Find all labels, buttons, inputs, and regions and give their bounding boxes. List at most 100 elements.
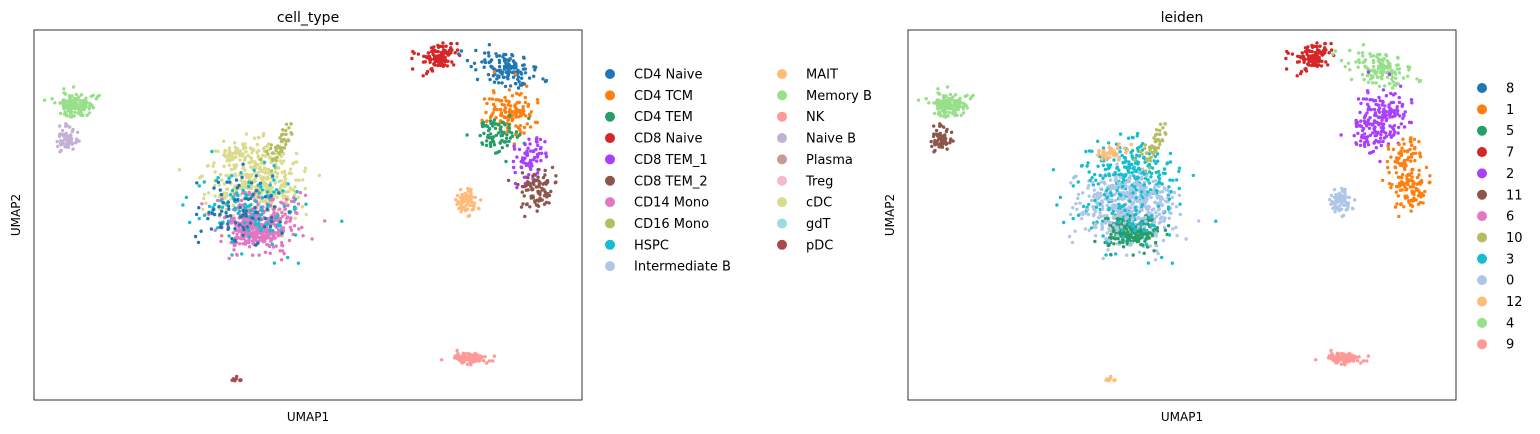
scatter-point [528,182,532,186]
scatter-point [266,152,270,156]
scatter-point [1344,208,1348,212]
scatter-point [293,233,298,237]
scatter-point [512,147,517,151]
scatter-point [268,229,272,233]
scatter-point [525,202,529,207]
scatter-point [1111,229,1116,234]
scatter-point [1125,165,1130,169]
scatter-point [233,172,237,176]
scatter-point [197,176,202,180]
legend-marker [605,175,615,186]
scatter-point [535,203,540,207]
scatter-point [490,65,494,69]
scatter-point [1409,198,1414,202]
legend-label: Treg [805,174,833,189]
scatter-point [514,124,518,128]
scatter-point [429,57,433,62]
scatter-point [278,207,282,211]
scatter-point [249,156,253,160]
scatter-point [1329,41,1333,46]
scatter-point [255,142,259,147]
scatter-point [1144,169,1148,173]
scatter-point [238,205,242,210]
scatter-point [1123,181,1128,185]
scatter-point [459,49,464,53]
scatter-point [1367,105,1371,109]
scatter-point [480,355,484,359]
scatter-point [232,216,236,221]
scatter-point [257,191,261,195]
scatter-point [1393,165,1398,170]
scatter-point [544,151,548,155]
scatter-point [278,220,282,224]
legend-label: CD8 Naive [634,132,703,147]
scatter-point [1376,108,1381,112]
scatter-point [1349,355,1353,360]
legend-label: NK [806,110,825,125]
scatter-point [1371,60,1376,65]
scatter-point [1307,59,1311,63]
scatter-point [1409,171,1414,175]
scatter-point [91,106,96,110]
scatter-point [1168,210,1172,215]
scatter-point [1377,140,1381,144]
scatter-point [278,159,282,163]
scatter-point [254,210,258,215]
scatter-point [1357,51,1361,55]
scatter-point [1411,185,1415,189]
scatter-point [1338,203,1342,207]
legend-marker [777,175,787,186]
scatter-point [528,125,533,129]
scatter-point [498,107,503,112]
scatter-point [270,242,274,246]
scatter-point [1134,232,1138,236]
scatter-point [270,219,274,224]
scatter-point [280,139,284,144]
scatter-point [225,193,229,198]
scatter-point [1055,203,1059,207]
scatter-point [75,130,80,134]
scatter-point [1343,64,1347,69]
scatter-point [508,114,512,118]
scatter-point [1302,60,1306,64]
scatter-point [507,99,511,104]
scatter-point [443,58,448,62]
scatter-point [65,114,69,118]
scatter-point [1409,155,1414,159]
scatter-point [473,195,477,200]
scatter-point [1303,46,1308,50]
scatter-point [289,228,294,232]
scatter-point [253,160,257,164]
scatter-point [1333,210,1337,214]
legend-marker [605,218,615,229]
scatter-point [201,207,205,211]
scatter-point [1119,225,1124,229]
scatter-point [521,67,526,71]
scatter-point [1357,355,1361,359]
scatter-point [465,362,470,366]
legend-item: 1 [1477,103,1514,118]
legend-item: 12 [1477,295,1523,310]
scatter-point [1155,249,1159,253]
scatter-point [293,216,297,220]
scatter-point [1078,201,1082,205]
scatter-point [1413,158,1417,163]
y-axis-label: UMAP2 [883,194,897,236]
legend-marker [777,111,787,122]
scatter-point [518,132,522,137]
scatter-point [535,155,540,159]
scatter-point [1074,202,1078,206]
scatter-point [205,164,210,168]
scatter-point [520,184,525,189]
scatter-point [213,194,217,198]
scatter-point [1381,59,1385,63]
scatter-point [1096,153,1100,157]
scatter-point [280,210,284,215]
scatter-point [1070,240,1075,245]
scatter-point [1103,221,1108,225]
legend-item: CD16 Mono [605,217,709,232]
scatter-point [1356,65,1360,69]
scatter-point [1357,58,1361,62]
scatter-point [1110,211,1114,215]
